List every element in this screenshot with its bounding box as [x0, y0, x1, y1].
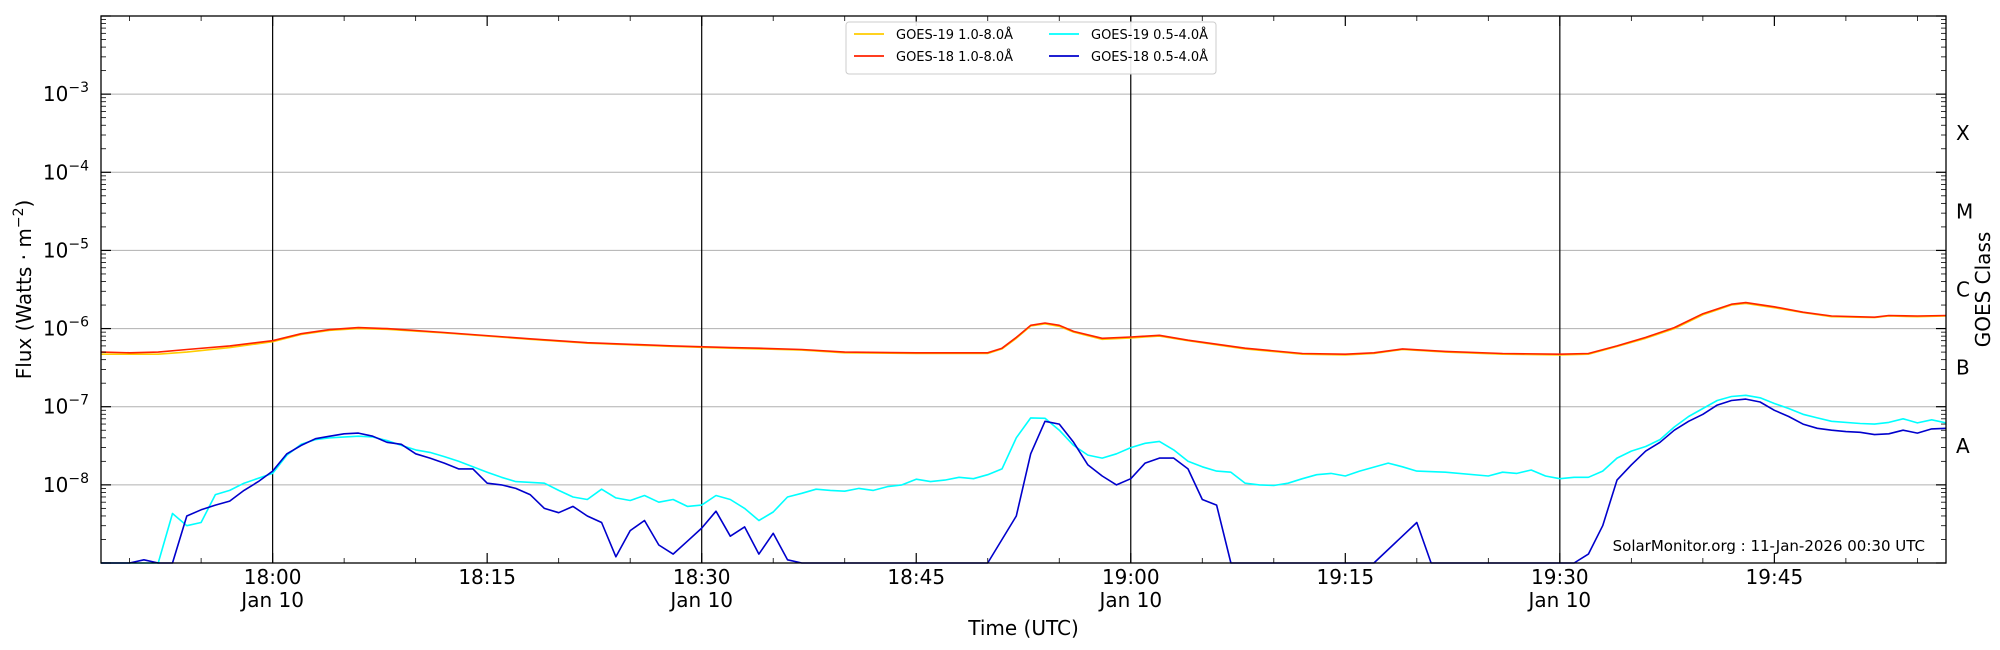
x-tick-label: 18:45 [887, 565, 945, 589]
plot-frame [100, 15, 1947, 564]
goes-class-label: X [1956, 121, 1970, 145]
x-tick-date-label: Jan 10 [668, 588, 733, 612]
y-tick-label: 10−5 [43, 236, 89, 262]
y-tick-label: 10−4 [43, 158, 89, 184]
legend-label-3: GOES-18 0.5-4.0Å [1091, 49, 1208, 65]
x-tick-date-label: Jan 10 [239, 588, 304, 612]
goes-class-label: A [1956, 434, 1970, 458]
y-tick-label: 10−3 [43, 80, 89, 106]
goes-class-axis-label: GOES Class [1971, 232, 1995, 348]
x-tick-label: 19:00 [1102, 565, 1160, 589]
x-tick-label: 18:30 [673, 565, 731, 589]
y-tick-label: 10−6 [43, 315, 89, 341]
y-axis-label: Flux (Watts · m−2) [11, 200, 36, 380]
goes-class-label: B [1956, 356, 1970, 380]
goes-class-label: M [1956, 199, 1973, 223]
x-tick-label: 18:00 [244, 565, 302, 589]
legend-label-1: GOES-19 0.5-4.0Å [1091, 27, 1208, 43]
series-line-1 [101, 394, 1947, 564]
x-tick-date-label: Jan 10 [1527, 588, 1592, 612]
x-tick-label: 19:30 [1531, 565, 1589, 589]
x-tick-label: 19:45 [1746, 565, 1804, 589]
grid [101, 93, 1946, 486]
x-tick-label: 18:15 [458, 565, 516, 589]
x-tick-label: 19:15 [1316, 565, 1374, 589]
watermark-credit: SolarMonitor.org : 11-Jan-2026 00:30 UTC [1613, 537, 1925, 555]
legend: GOES-19 1.0-8.0Å GOES-19 0.5-4.0Å GOES-18 … [845, 21, 1217, 75]
legend-box [845, 21, 1217, 75]
series-line-2 [100, 301, 1947, 356]
goes-class-label: C [1956, 278, 1970, 302]
y-tick-label: 10−8 [43, 471, 89, 497]
legend-label-2: GOES-18 1.0-8.0Å [896, 49, 1013, 65]
legend-label-0: GOES-19 1.0-8.0Å [896, 27, 1013, 43]
x-tick-date-label: Jan 10 [1097, 588, 1162, 612]
y-tick-label: 10−7 [43, 393, 89, 419]
x-axis-label: Time (UTC) [967, 616, 1079, 640]
